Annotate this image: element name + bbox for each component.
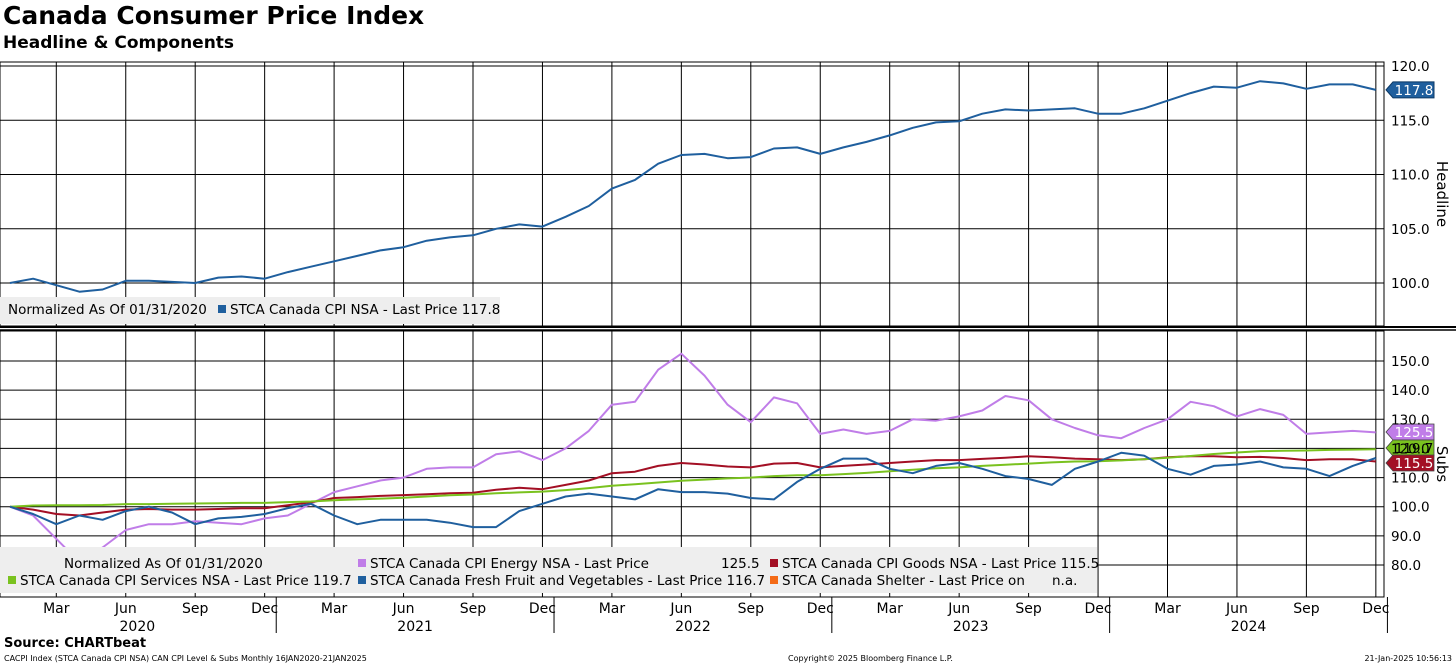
x-year-label: 2020 [120, 619, 156, 635]
x-tick-label: Dec [529, 601, 556, 617]
x-tick-label: Jun [1225, 601, 1248, 617]
legend-swatch [770, 576, 778, 584]
y-tick-label: 80.0 [1391, 558, 1421, 574]
y-axis-title: Headline [1433, 161, 1451, 227]
x-tick-label: Jun [669, 601, 692, 617]
legend-swatch [218, 305, 226, 313]
x-year-label: 2022 [675, 619, 711, 635]
x-tick-label: Mar [1154, 601, 1181, 617]
last-value-marker [1385, 81, 1435, 99]
plot-frame [0, 61, 1385, 327]
subs-legend-fruit-veg: STCA Canada Fresh Fruit and Vegetables -… [358, 573, 765, 589]
y-tick-label: 110.0 [1391, 168, 1430, 184]
x-tick-label: Dec [807, 601, 834, 617]
frame-layer [0, 61, 1456, 598]
footer-timestamp: 21-Jan-2025 10:56:13 [1364, 654, 1452, 663]
x-tick-label: Jun [947, 601, 970, 617]
x-tick-label: Dec [1362, 601, 1389, 617]
footer-copyright: Copyright© 2025 Bloomberg Finance L.P. [788, 654, 953, 663]
y-tick-label: 120.0 [1391, 59, 1430, 75]
y-tick-label: 105.0 [1391, 222, 1430, 238]
last-value-label: 125.5 [1395, 425, 1434, 441]
footer-left-text: CACPI Index (STCA Canada CPI NSA) CAN CP… [4, 654, 367, 663]
legend-label: STCA Canada Shelter - Last Price on [782, 573, 1025, 589]
x-tick-label: Mar [599, 601, 626, 617]
subs-legend [0, 547, 1097, 593]
y-tick-label: 120.0 [1391, 441, 1430, 457]
plot-frame [0, 330, 1385, 598]
legend-label: STCA Canada CPI Services NSA - Last Pric… [20, 573, 352, 589]
x-tick-label: Dec [251, 601, 278, 617]
y-tick-label: 130.0 [1391, 412, 1430, 428]
subs-legend-energy: STCA Canada CPI Energy NSA - Last Price [358, 556, 649, 572]
subs-legend-shelter: STCA Canada Shelter - Last Price on [770, 573, 1025, 589]
x-tick-label: Sep [1015, 601, 1042, 617]
x-tick-label: Dec [1085, 601, 1112, 617]
legend-swatch [358, 559, 366, 567]
x-tick-label: Mar [876, 601, 903, 617]
legend-swatch [770, 559, 778, 567]
x-tick-label: Sep [460, 601, 487, 617]
x-tick-label: Mar [321, 601, 348, 617]
source-note: Source: CHARTbeat [4, 636, 147, 651]
headline-legend-entry: STCA Canada CPI NSA - Last Price 117.8 [218, 302, 500, 318]
headline-legend-note: Normalized As Of 01/31/2020 [8, 302, 207, 318]
legend-label: STCA Canada CPI Goods NSA - Last Price 1… [782, 556, 1100, 572]
x-year-label: 2023 [953, 619, 989, 635]
x-year-label: 2021 [397, 619, 433, 635]
legend-label: STCA Canada CPI NSA - Last Price 117.8 [230, 302, 501, 318]
x-tick-label: Jun [114, 601, 137, 617]
chart-title: Canada Consumer Price Index [3, 1, 425, 30]
label-layer: 100.0 105.0 110.0 115.0 120.0 Headline 80.0 90.… [43, 59, 1451, 635]
chart-subtitle: Headline & Components [3, 33, 235, 53]
last-value-label: 117.8 [1395, 83, 1434, 99]
y-tick-label: 90.0 [1391, 529, 1421, 545]
legend-label: STCA Canada CPI Energy NSA - Last Price [370, 556, 649, 572]
subs-legend-services: STCA Canada CPI Services NSA - Last Pric… [8, 573, 352, 589]
last-value-label: 115.5 [1395, 456, 1434, 472]
last-value-marker [1385, 454, 1435, 472]
y-tick-label: 110.0 [1391, 471, 1430, 487]
last-value-marker [1385, 439, 1435, 457]
subs-legend-shelter-value: n.a. [1052, 573, 1078, 589]
subs-legend-note: Normalized As Of 01/31/2020 [64, 556, 263, 572]
legend-label: STCA Canada Fresh Fruit and Vegetables -… [370, 573, 766, 589]
legend-swatch [8, 576, 16, 584]
last-value-label: 119.7 [1395, 441, 1434, 457]
series-layer [9, 80, 1377, 564]
legend-swatch [358, 576, 366, 584]
y-tick-label: 115.0 [1391, 113, 1430, 129]
x-tick-label: Sep [1293, 601, 1320, 617]
series-line-stca-canada-cpi-nsa [9, 80, 1377, 293]
x-tick-label: Jun [392, 601, 415, 617]
y-tick-label: 150.0 [1391, 354, 1430, 370]
x-tick-label: Mar [43, 601, 70, 617]
last-value-marker [1385, 423, 1435, 441]
series-line-stca-canada-fresh-fruit-and-vegetables [9, 451, 1377, 529]
x-tick-label: Sep [738, 601, 765, 617]
subs-legend-energy-value: 125.5 [721, 556, 760, 572]
series-line-stca-canada-cpi-energy-nsa [9, 352, 1376, 564]
subs-legend-goods: STCA Canada CPI Goods NSA - Last Price 1… [770, 556, 1099, 572]
x-year-label: 2024 [1231, 619, 1267, 635]
y-tick-label: 100.0 [1391, 276, 1430, 292]
y-tick-label: 100.0 [1391, 500, 1430, 516]
y-axis-title: Subs [1433, 446, 1451, 483]
x-tick-label: Sep [182, 601, 209, 617]
y-tick-label: 140.0 [1391, 383, 1430, 399]
headline-legend [0, 297, 500, 324]
